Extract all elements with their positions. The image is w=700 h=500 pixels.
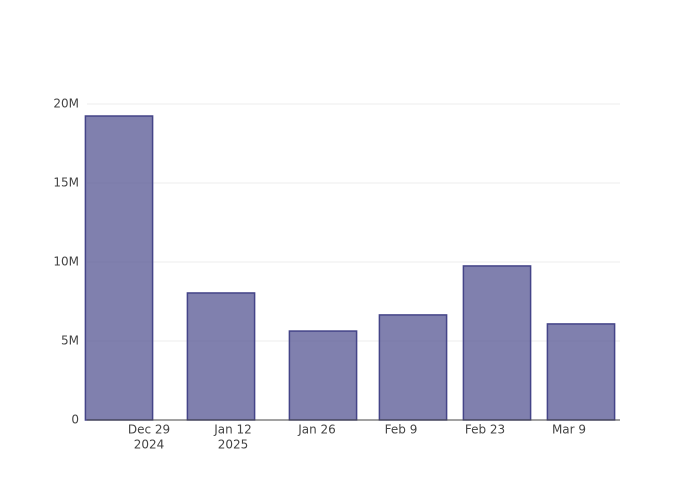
- x-tick-year: 2025: [218, 438, 249, 452]
- y-tick-label: 20M: [53, 97, 79, 111]
- y-tick-label: 10M: [53, 255, 79, 269]
- bar: [546, 323, 616, 421]
- x-tick-label: Dec 29: [128, 423, 170, 437]
- x-tick-year: 2024: [134, 438, 165, 452]
- y-tick-label: 5M: [61, 334, 79, 348]
- bar: [378, 314, 448, 421]
- x-tick-label: Jan 26: [297, 423, 336, 437]
- bar: [84, 115, 154, 421]
- x-tick-label: Jan 12: [213, 423, 252, 437]
- bar: [288, 330, 358, 421]
- y-tick-label: 15M: [53, 176, 79, 190]
- y-tick-label: 0: [71, 413, 79, 427]
- x-tick-label: Mar 9: [552, 423, 586, 437]
- bar: [462, 265, 532, 421]
- x-tick-label: Feb 9: [385, 423, 418, 437]
- bar: [186, 292, 256, 421]
- x-tick-label: Feb 23: [465, 423, 505, 437]
